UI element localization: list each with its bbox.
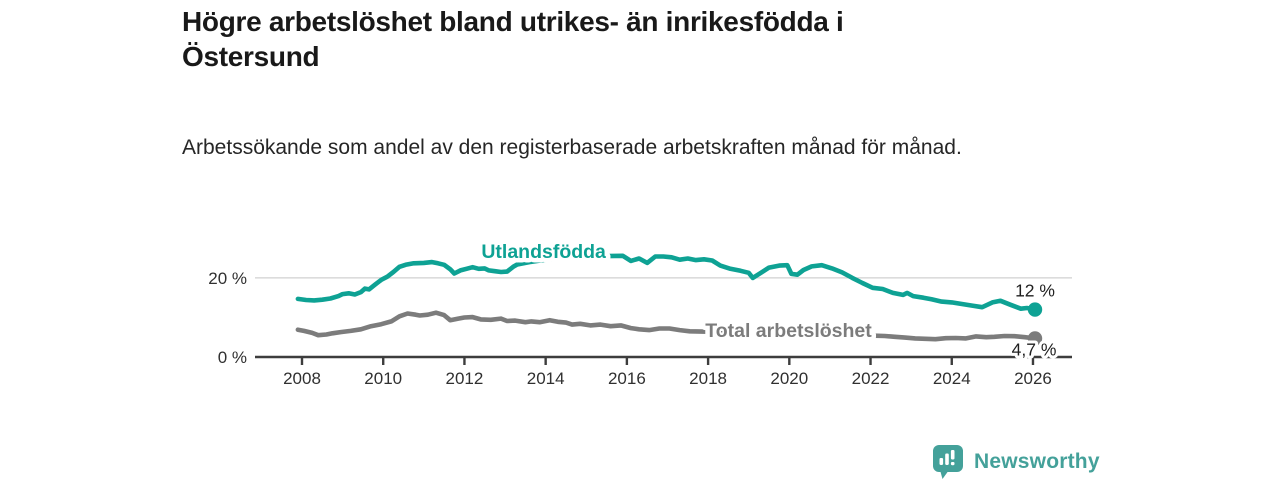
series-line-utlandsfodda <box>295 253 1038 312</box>
series-line-total <box>295 310 1038 342</box>
x-axis-label-2022: 2022 <box>852 369 890 388</box>
y-axis-label-20: 20 % <box>208 269 247 288</box>
x-axis-label-2024: 2024 <box>933 369 971 388</box>
series-label-utlandsfodda: Utlandsfödda <box>481 241 606 263</box>
x-axis-label-2020: 2020 <box>770 369 808 388</box>
end-value-label-total: 4,7 % <box>1012 339 1057 359</box>
page-title: Högre arbetslöshet bland utrikes- än inr… <box>182 6 844 72</box>
x-axis-label-2018: 2018 <box>689 369 727 388</box>
x-axis-label-2016: 2016 <box>608 369 646 388</box>
newsworthy-logo-text: Newsworthy <box>974 450 1100 473</box>
x-axis-label-2014: 2014 <box>527 369 565 388</box>
x-axis-label-2012: 2012 <box>446 369 484 388</box>
end-dot-utlandsfodda <box>1027 302 1043 317</box>
line-chart-canvas: 0 % 20 % 2008 2010 2012 2014 2016 2018 2020 2022 2… <box>208 237 1072 388</box>
newsworthy-logo-icon <box>933 445 963 479</box>
chart-area: 0 % 20 % 2008 2010 2012 2014 2016 2018 2020 2022 2… <box>180 225 1100 403</box>
end-value-label-utlandsfodda: 12 % <box>1015 281 1055 301</box>
y-axis-label-0: 0 % <box>218 348 247 367</box>
x-axis-label-2008: 2008 <box>283 369 321 388</box>
x-axis-label-2026: 2026 <box>1014 369 1052 388</box>
series-label-total: Total arbetslöshet <box>705 320 872 342</box>
x-axis-label-2010: 2010 <box>364 369 402 388</box>
newsworthy-branding: Newsworthy <box>932 444 1100 480</box>
chart-subtitle: Arbetssökande som andel av den registerb… <box>182 136 962 159</box>
end-dot-total <box>1027 331 1043 346</box>
